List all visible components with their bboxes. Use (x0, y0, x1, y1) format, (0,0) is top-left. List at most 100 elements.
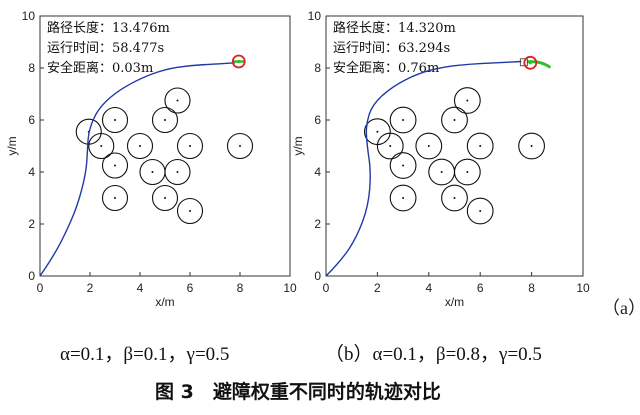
plot-frame (325, 15, 584, 277)
x-tick-label: 10 (283, 281, 297, 295)
annotation-text: 运行时间：63.294s (333, 41, 450, 56)
obstacle-circle (101, 184, 129, 212)
figure-caption: 图 3 避障权重不同时的轨迹对比 (155, 380, 441, 403)
obstacle-circle (164, 87, 191, 114)
obstacle-center (530, 145, 533, 147)
y-tick-label: 0 (28, 269, 35, 283)
obstacle-circle (389, 106, 417, 134)
obstacle-circle (441, 184, 468, 212)
goal-marker (231, 54, 246, 69)
obstacle-circle (126, 132, 154, 160)
obstacle-center (164, 119, 166, 121)
y-tick-label: 2 (314, 217, 321, 231)
caption-fade (488, 380, 640, 406)
goal-center (237, 59, 241, 64)
annotation-text: 安全距离：0.03m (47, 60, 153, 76)
obstacle-center (114, 197, 116, 199)
x-axis-label: x/m (445, 295, 464, 309)
obstacle-circle (101, 152, 129, 179)
obstacle-circle (389, 152, 417, 179)
y-tick-label: 6 (28, 113, 35, 127)
obstacle-center (453, 119, 456, 121)
panel-label: （a） (602, 298, 640, 318)
obstacle-center (389, 145, 392, 147)
x-tick-label: 0 (37, 281, 44, 295)
obstacle-center (164, 197, 166, 199)
obstacle-center (466, 99, 469, 102)
obstacle-circle (441, 106, 468, 134)
obstacle-center (479, 210, 482, 212)
y-tick-label: 6 (314, 113, 321, 127)
y-tick-label: 10 (22, 9, 36, 23)
chart-panel-left: 0 2 4 6 8 10 0 2 4 6 8 10 x/m y/m 路径长度：13.476m 运行时间：58.… (5, 9, 297, 309)
obstacle-circle (164, 158, 191, 186)
obstacle-center (376, 130, 379, 133)
x-tick-label: 10 (576, 281, 590, 295)
x-tick-label: 2 (87, 281, 94, 295)
obstacle-center (402, 197, 405, 199)
obstacle-circle (176, 197, 204, 225)
goal-center (528, 61, 532, 65)
y-tick-label: 0 (314, 269, 321, 283)
plot-frame (39, 15, 291, 277)
y-tick-label: 4 (314, 165, 321, 179)
obstacle-circle (453, 87, 481, 114)
x-tick-label: 6 (187, 281, 194, 295)
x-tick-label: 0 (323, 281, 330, 295)
obstacle-center (176, 171, 179, 173)
obstacle-circle (88, 132, 115, 160)
weights-left: α=0.1，β=0.1，γ=0.5 (60, 344, 229, 365)
obstacle-circle (518, 132, 546, 160)
obstacle-center (114, 164, 116, 167)
obstacle-circle (151, 184, 179, 212)
obstacle-center (402, 119, 405, 121)
robot-marker (519, 58, 528, 67)
y-tick-label: 4 (28, 165, 35, 179)
obstacle-center (139, 145, 141, 147)
obstacle-center (440, 171, 443, 173)
obstacle-circle (466, 197, 494, 225)
annotation-text: 运行时间：58.477s (47, 41, 164, 56)
obstacle-circle (226, 132, 254, 160)
x-tick-label: 8 (237, 281, 244, 295)
obstacle-center (466, 171, 469, 173)
y-axis-label: y/m (291, 136, 305, 155)
goal-marker (523, 55, 538, 70)
obstacle-center (427, 145, 430, 147)
obstacle-circle (176, 132, 204, 160)
y-axis-label: y/m (5, 136, 19, 155)
obstacle-circle (389, 184, 417, 212)
x-tick-label: 4 (137, 281, 144, 295)
obstacle-circle (415, 132, 443, 160)
obstacle-circle (466, 132, 494, 160)
x-tick-label: 8 (528, 281, 535, 295)
weights-right: （b）α=0.1，β=0.8，γ=0.5 (325, 343, 542, 365)
obstacle-circle (453, 158, 481, 186)
y-tick-label: 10 (308, 9, 322, 23)
x-tick-label: 2 (374, 281, 381, 295)
chart-panel-right: 0 2 4 6 8 10 0 2 4 6 8 10 x/m y/m 路径长度：14.320m 运行时间：63.… (291, 9, 590, 309)
obstacle-circle (376, 132, 404, 160)
x-tick-label: 6 (477, 281, 484, 295)
annotation-text: 路径长度：13.476m (47, 20, 170, 36)
trajectory-line (39, 62, 236, 277)
annotation-text: 安全距离：0.76m (333, 60, 439, 76)
trajectory-line (325, 60, 522, 277)
x-tick-label: 4 (425, 281, 432, 295)
obstacle-center (189, 210, 191, 212)
obstacle-circle (151, 106, 179, 134)
obstacle-center (151, 171, 154, 173)
x-axis-label: x/m (155, 295, 174, 309)
y-tick-label: 8 (314, 61, 321, 75)
obstacle-center (453, 197, 456, 199)
annotation-text: 路径长度：14.320m (333, 20, 456, 36)
obstacle-center (402, 164, 405, 167)
y-tick-label: 8 (28, 61, 35, 75)
y-tick-label: 2 (28, 217, 35, 231)
obstacle-circle (101, 106, 129, 134)
obstacle-center (189, 145, 191, 147)
obstacle-center (239, 145, 241, 147)
obstacle-center (100, 145, 103, 147)
obstacle-center (114, 119, 116, 121)
